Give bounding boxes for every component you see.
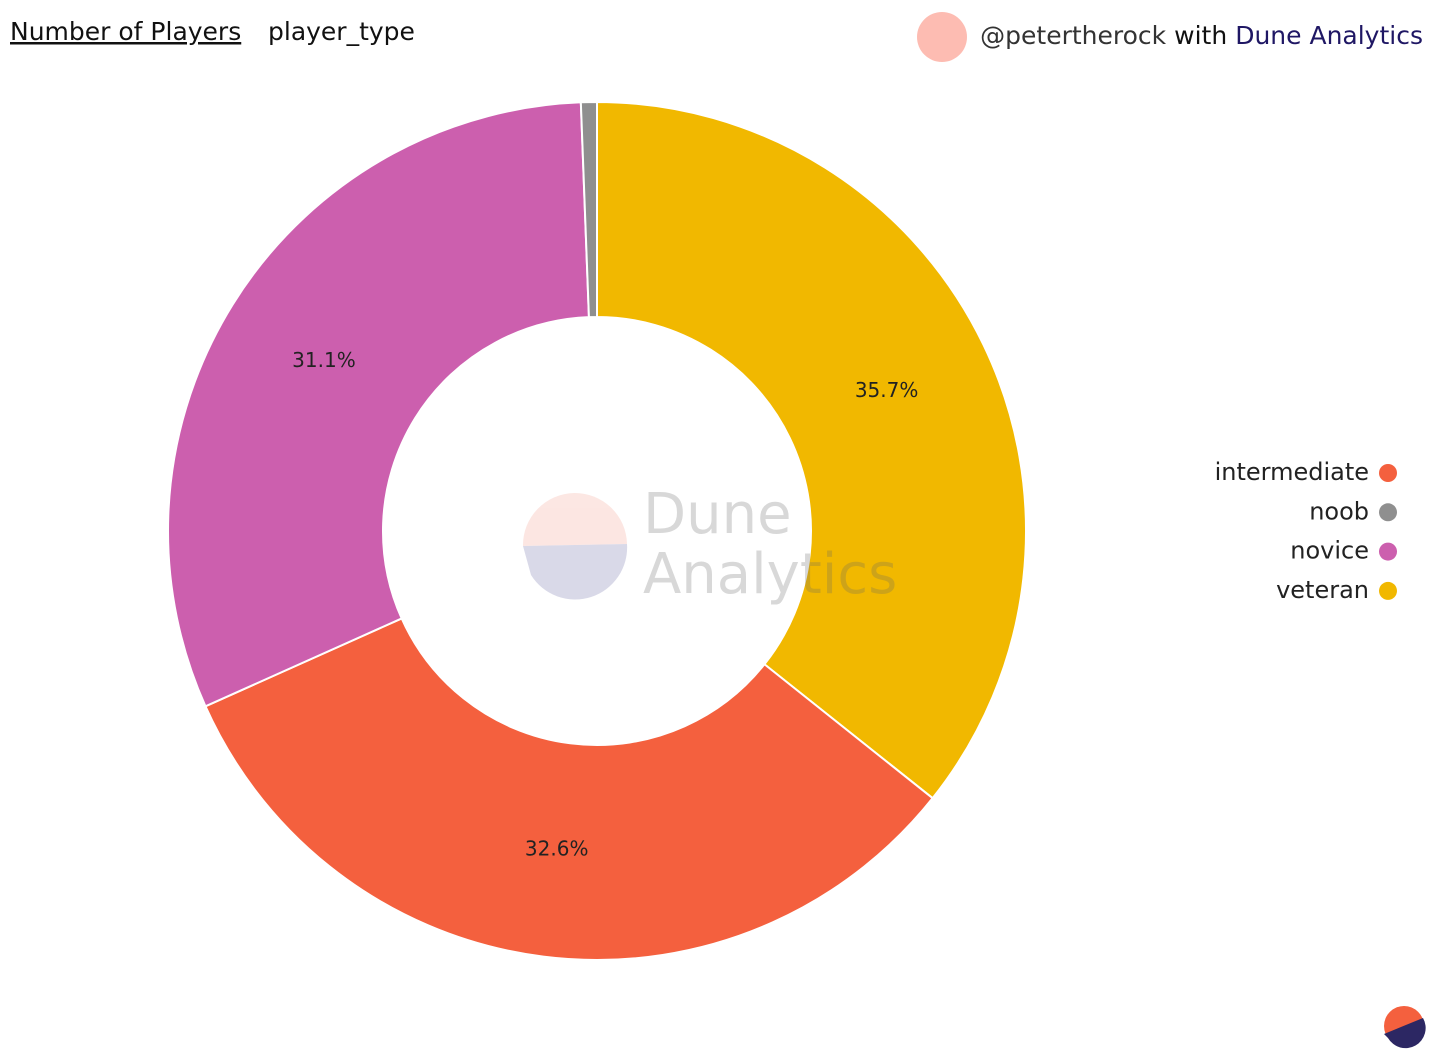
- slice: [596, 100, 1027, 800]
- slice-label: 32.6%: [525, 836, 589, 860]
- legend-swatch: [1379, 464, 1397, 482]
- legend-swatch: [1379, 503, 1397, 522]
- legend: intermediate noob novice veteran: [1215, 458, 1397, 604]
- legend-label: novice: [1290, 537, 1369, 565]
- legend-swatch: [1379, 542, 1397, 561]
- slice: [167, 101, 590, 708]
- slice-label: 31.1%: [292, 348, 356, 372]
- watermark-logo-bottom: [523, 544, 628, 600]
- legend-swatch: [1379, 581, 1397, 600]
- watermark-text: Dune: [643, 482, 792, 547]
- watermark-text: Analytics: [643, 542, 897, 607]
- slice: [579, 100, 598, 319]
- watermark: Dune Analytics: [522, 482, 897, 607]
- slice-label: 35.7%: [855, 378, 919, 402]
- brand[interactable]: Dune Analytics: [1235, 21, 1423, 50]
- chart-subtitle: player_type: [268, 17, 415, 46]
- slice: [204, 617, 935, 961]
- avatar: [917, 12, 967, 62]
- attribution: @petertherock with Dune Analytics: [980, 21, 1423, 50]
- donut: 35.7% 32.6% 31.1%: [167, 100, 1027, 961]
- legend-label: intermediate: [1215, 458, 1369, 486]
- chart-title[interactable]: Number of Players: [10, 17, 241, 46]
- watermark-logo-top: [522, 493, 627, 546]
- legend-label: noob: [1309, 497, 1369, 525]
- user[interactable]: @petertherock: [980, 21, 1167, 50]
- corner-logo-part: [1384, 1018, 1426, 1049]
- with: with: [1174, 21, 1227, 50]
- legend-label: veteran: [1276, 576, 1369, 604]
